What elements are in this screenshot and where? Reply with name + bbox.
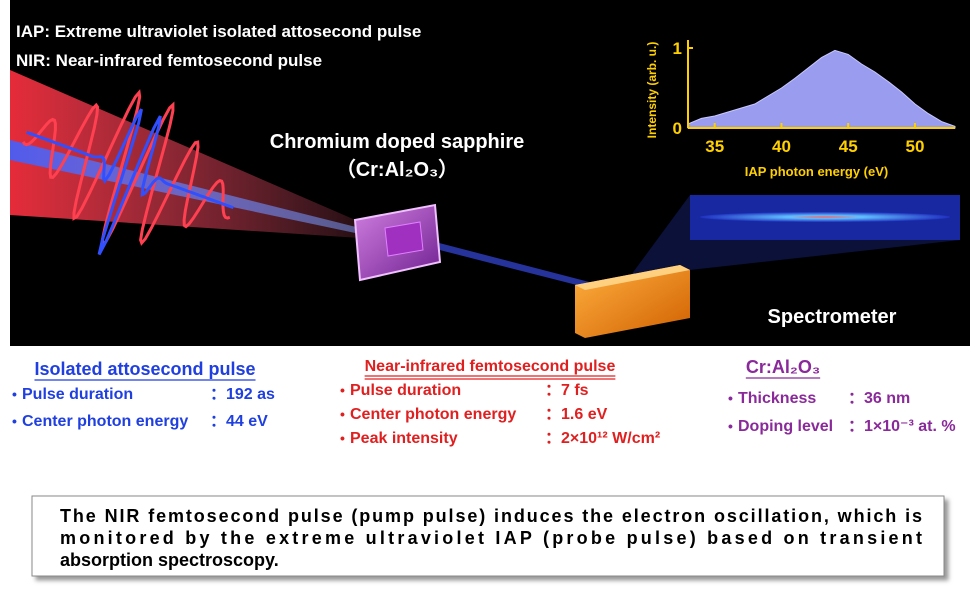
iap-beam (10, 140, 360, 234)
bullet: • (12, 386, 17, 402)
param-label: Center photon energy (22, 413, 188, 430)
x-tick-label: 40 (772, 137, 791, 156)
caption-line: The NIR femtosecond pulse (pump pulse) i… (60, 506, 922, 526)
sample-formula: （Cr:Al₂O₃） (336, 158, 459, 181)
y-tick-label: 1 (673, 39, 682, 58)
param-label: Peak intensity (350, 430, 458, 447)
x-tick-label: 45 (839, 137, 858, 156)
caption-line: monitored by the extreme ultraviolet IAP… (60, 528, 922, 548)
bullet: • (728, 390, 733, 406)
param-value: ：44 eV (210, 413, 268, 430)
legend-nir: NIR: Near-infrared femtosecond pulse (16, 51, 322, 70)
caption-box (31, 495, 945, 577)
x-axis-label: IAP photon energy (eV) (745, 164, 889, 179)
param-label: Pulse duration (350, 382, 461, 399)
bullet: • (340, 406, 345, 422)
x-tick-label: 35 (705, 137, 724, 156)
bullet: • (12, 413, 17, 429)
param-title: Isolated attosecond pulse (34, 359, 255, 379)
param-title: Cr:Al₂O₃ (746, 357, 820, 377)
param-label: Center photon energy (350, 406, 516, 423)
param-value: ：7 fs (545, 382, 589, 399)
param-value: ：2×10¹² W/cm² (545, 430, 660, 447)
y-tick-label: 0 (673, 119, 682, 138)
crystal-window (384, 221, 424, 257)
caption: The NIR femtosecond pulse (pump pulse) i… (60, 506, 922, 570)
spectrometer-label: Spectrometer (768, 306, 897, 328)
caption-line: absorption spectroscopy. (60, 550, 279, 570)
detector-spot (700, 212, 950, 222)
bullet: • (340, 382, 345, 398)
param-label: Pulse duration (22, 386, 133, 403)
inset-chart: 35 40 45 50 0 1 IAP photon energy (eV) Intensit… (645, 39, 956, 179)
iap-beam-out (420, 238, 620, 296)
bullet: • (728, 418, 733, 434)
iap-wave (26, 108, 234, 256)
param-value: ：36 nm (848, 390, 910, 407)
parameters: Isolated attosecond pulse • Pulse duration… (12, 357, 956, 447)
param-label: Doping level (738, 418, 833, 435)
bullet: • (340, 430, 345, 446)
sample-name: Chromium doped sapphire (270, 131, 524, 153)
x-tick-label: 50 (905, 137, 924, 156)
param-label: Thickness (738, 390, 816, 407)
param-value: ：1.6 eV (545, 406, 608, 423)
y-axis-label: Intensity (arb. u.) (645, 42, 659, 139)
param-title: Near-infrared femtosecond pulse (365, 358, 616, 375)
param-value: ：192 as (210, 386, 275, 403)
spectrometer-top (575, 265, 690, 290)
param-value: ：1×10⁻³ at. % (848, 418, 956, 435)
spectrum-area (687, 49, 956, 129)
legend-iap: IAP: Extreme ultraviolet isolated attose… (16, 22, 421, 41)
